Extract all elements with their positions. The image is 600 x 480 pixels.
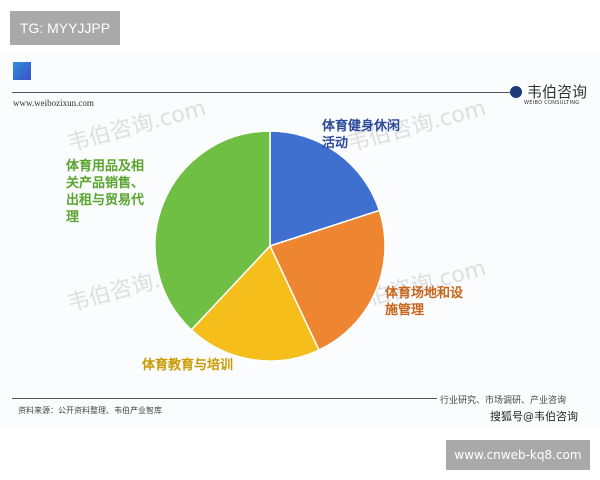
sohu-account: 搜狐号@韦伯咨询	[490, 410, 578, 423]
header-divider	[12, 92, 512, 93]
pie-slice	[190, 244, 320, 362]
bottom-badge: www.cnweb-kq8.com	[446, 440, 590, 470]
logo-icon	[510, 86, 522, 98]
slice-label: 体育教育与培训	[142, 358, 234, 373]
pie-slice	[269, 130, 381, 248]
site-url: www.weibozixun.com	[13, 98, 94, 108]
source-note: 资料来源：公开资料整理、韦伯产业智库	[18, 406, 162, 415]
logo-subtext: WEIBO CONSULTING	[524, 100, 580, 106]
top-badge: TG: MYYJJPP	[10, 11, 120, 45]
footer-divider	[12, 398, 437, 399]
slice-label: 体育场地和设施管理	[385, 286, 464, 318]
slice-label: 体育用品及相关产品销售、出租与贸易代理	[66, 159, 145, 225]
header-square-icon	[13, 62, 31, 80]
tagline: 行业研究、市场调研、产业咨询	[440, 396, 567, 406]
pie-slice	[154, 130, 271, 331]
logo-text: 韦伯咨询	[527, 83, 588, 101]
slice-label: 体育健身休闲活动	[322, 119, 401, 151]
pie-slice	[268, 209, 386, 352]
